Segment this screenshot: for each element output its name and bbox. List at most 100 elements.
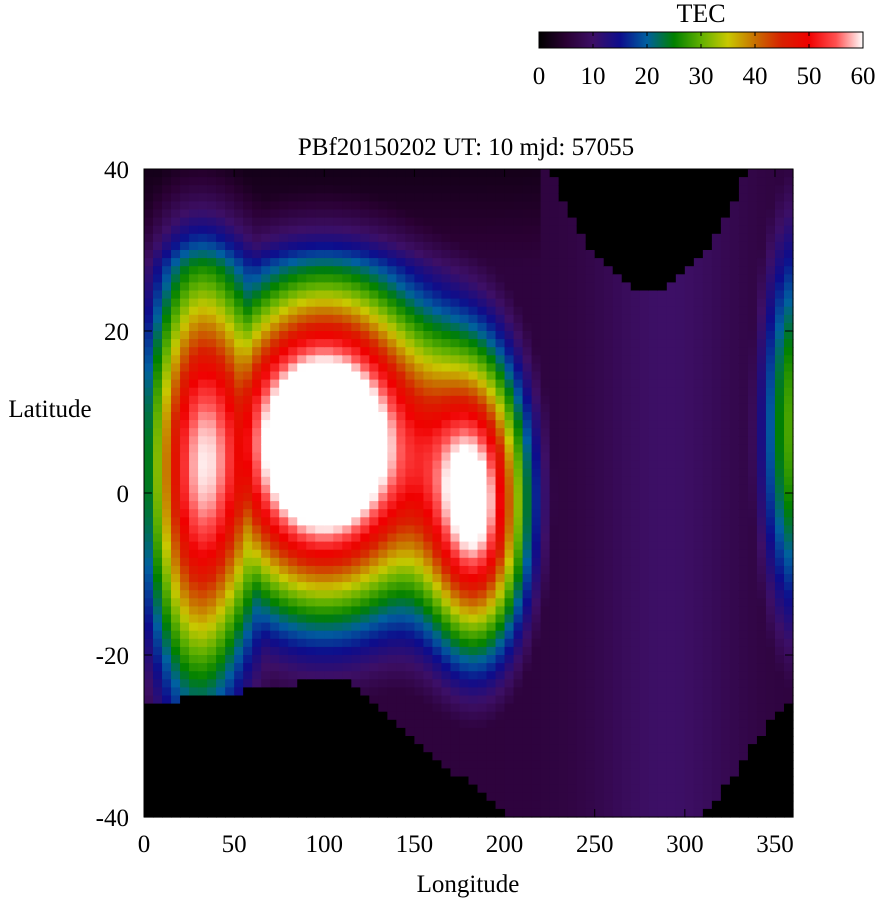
- heatmap-cell: [630, 201, 641, 211]
- heatmap-cell: [459, 655, 470, 664]
- heatmap-cell: [180, 258, 190, 267]
- heatmap-cell: [153, 727, 163, 737]
- heatmap-cell: [639, 736, 650, 745]
- heatmap-cell: [369, 306, 379, 316]
- heatmap-cell: [594, 711, 605, 721]
- heatmap-cell: [297, 217, 307, 227]
- heatmap-cell: [432, 525, 443, 535]
- heatmap-cell: [315, 250, 325, 259]
- heatmap-cell: [531, 800, 542, 810]
- heatmap-cell: [270, 744, 280, 753]
- heatmap-cell: [540, 630, 551, 640]
- heatmap-cell: [198, 574, 208, 583]
- heatmap-cell: [585, 371, 596, 381]
- heatmap-cell: [486, 476, 497, 486]
- heatmap-cell: [648, 339, 659, 348]
- heatmap-cell: [180, 517, 190, 526]
- heatmap-cell: [396, 347, 406, 356]
- heatmap-cell: [270, 169, 280, 178]
- heatmap-cell: [666, 792, 677, 802]
- heatmap-cell: [666, 331, 677, 340]
- heatmap-cell: [513, 371, 524, 381]
- heatmap-cell: [351, 646, 361, 656]
- heatmap-cell: [243, 339, 253, 348]
- heatmap-cell: [585, 630, 596, 640]
- heatmap-cell: [567, 622, 578, 632]
- heatmap-cell: [315, 695, 325, 705]
- heatmap-cell: [459, 403, 470, 413]
- heatmap-cell: [342, 808, 352, 818]
- heatmap-cell: [261, 379, 271, 389]
- heatmap-cell: [702, 201, 713, 211]
- heatmap-cell: [612, 509, 623, 518]
- heatmap-cell: [243, 646, 253, 656]
- heatmap-cell: [297, 452, 307, 462]
- heatmap-cell: [324, 290, 334, 300]
- heatmap-cell: [225, 193, 235, 202]
- heatmap-cell: [423, 598, 434, 607]
- heatmap-cell: [324, 355, 334, 364]
- heatmap-cell: [702, 185, 713, 194]
- heatmap-cell: [405, 403, 416, 413]
- heatmap-cell: [162, 800, 172, 810]
- heatmap-cell: [225, 169, 235, 178]
- heatmap-cell: [279, 331, 289, 340]
- heatmap-cell: [450, 784, 461, 794]
- heatmap-cell: [162, 347, 172, 356]
- heatmap-cell: [279, 792, 289, 802]
- heatmap-cell: [216, 695, 226, 705]
- heatmap-cell: [576, 493, 587, 502]
- heatmap-cell: [540, 169, 551, 178]
- heatmap-cell: [675, 744, 686, 753]
- heatmap-cell: [369, 177, 379, 186]
- heatmap-cell: [162, 525, 172, 535]
- heatmap-cell: [243, 298, 253, 308]
- heatmap-cell: [288, 177, 298, 186]
- heatmap-cell: [297, 752, 307, 761]
- heatmap-cell: [576, 355, 587, 364]
- heatmap-cell: [459, 574, 470, 583]
- heatmap-cell: [153, 719, 163, 729]
- heatmap-cell: [288, 736, 298, 745]
- heatmap-cell: [612, 752, 623, 761]
- heatmap-cell: [198, 565, 208, 575]
- heatmap-cell: [297, 784, 307, 794]
- heatmap-cell: [144, 655, 154, 664]
- heatmap-cell: [513, 201, 524, 211]
- heatmap-cell: [450, 630, 461, 640]
- heatmap-cell: [450, 727, 461, 737]
- heatmap-cell: [288, 282, 298, 292]
- heatmap-cell: [261, 420, 271, 429]
- heatmap-cell: [594, 541, 605, 551]
- heatmap-cell: [360, 274, 370, 283]
- heatmap-cell: [531, 347, 542, 356]
- heatmap-cell: [630, 322, 641, 332]
- heatmap-cell: [603, 476, 614, 486]
- heatmap-cell: [594, 331, 605, 340]
- heatmap-cell: [369, 428, 379, 437]
- heatmap-cell: [549, 395, 560, 405]
- heatmap-cell: [324, 630, 334, 640]
- heatmap-cell: [234, 703, 244, 713]
- heatmap-cell: [531, 590, 542, 599]
- heatmap-cell: [549, 493, 560, 502]
- heatmap-cell: [297, 614, 307, 624]
- heatmap-cell: [621, 727, 632, 737]
- heatmap-cell: [648, 533, 659, 543]
- heatmap-cell: [387, 347, 397, 356]
- heatmap-cell: [153, 387, 163, 397]
- heatmap-cell: [495, 582, 506, 591]
- heatmap-cell: [603, 687, 614, 697]
- heatmap-cell: [639, 460, 650, 470]
- heatmap-cell: [378, 549, 388, 559]
- heatmap-cell: [477, 679, 488, 688]
- heatmap-cell: [531, 695, 542, 705]
- heatmap-cell: [603, 719, 614, 729]
- heatmap-cell: [198, 590, 208, 599]
- heatmap-cell: [216, 444, 226, 454]
- heatmap-cell: [225, 776, 235, 786]
- heatmap-cell: [162, 266, 172, 275]
- heatmap-cell: [369, 695, 379, 705]
- heatmap-cell: [693, 622, 704, 632]
- heatmap-cell: [684, 711, 695, 721]
